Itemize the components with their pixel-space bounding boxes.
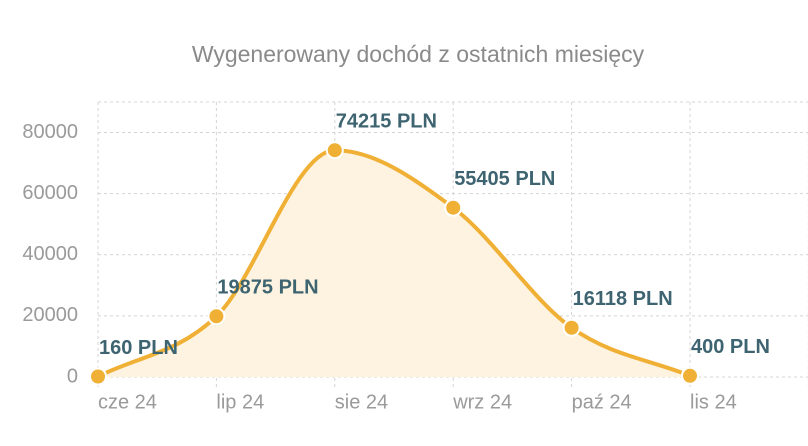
point (207, 307, 226, 326)
x-tick-label: lip 24 (216, 391, 264, 413)
point (444, 198, 463, 217)
y-tick-label: 40000 (22, 243, 78, 265)
y-tick-label: 0 (67, 365, 78, 387)
value-label: 55405 PLN (454, 168, 555, 190)
y-tick-label: 60000 (22, 182, 78, 204)
point (681, 366, 699, 385)
value-label: 400 PLN (691, 336, 770, 358)
y-tick-label: 80000 (22, 121, 78, 143)
point (89, 367, 107, 386)
point (562, 318, 581, 337)
area-fill (98, 150, 690, 377)
x-tick-label: sie 24 (335, 391, 388, 413)
value-label: 16118 PLN (573, 288, 673, 310)
point (325, 141, 344, 160)
x-tick-label: cze 24 (98, 391, 157, 413)
value-label: 74215 PLN (336, 111, 437, 133)
value-label: 160 PLN (99, 337, 178, 359)
x-tick-label: lis 24 (690, 391, 737, 413)
chart-title: Wygenerowany dochód z ostatnich miesięcy (192, 41, 645, 67)
x-tick-label: paź 24 (572, 391, 632, 413)
value-label: 19875 PLN (217, 277, 318, 299)
x-tick-label: wrz 24 (452, 391, 512, 413)
y-tick-label: 20000 (22, 304, 78, 326)
